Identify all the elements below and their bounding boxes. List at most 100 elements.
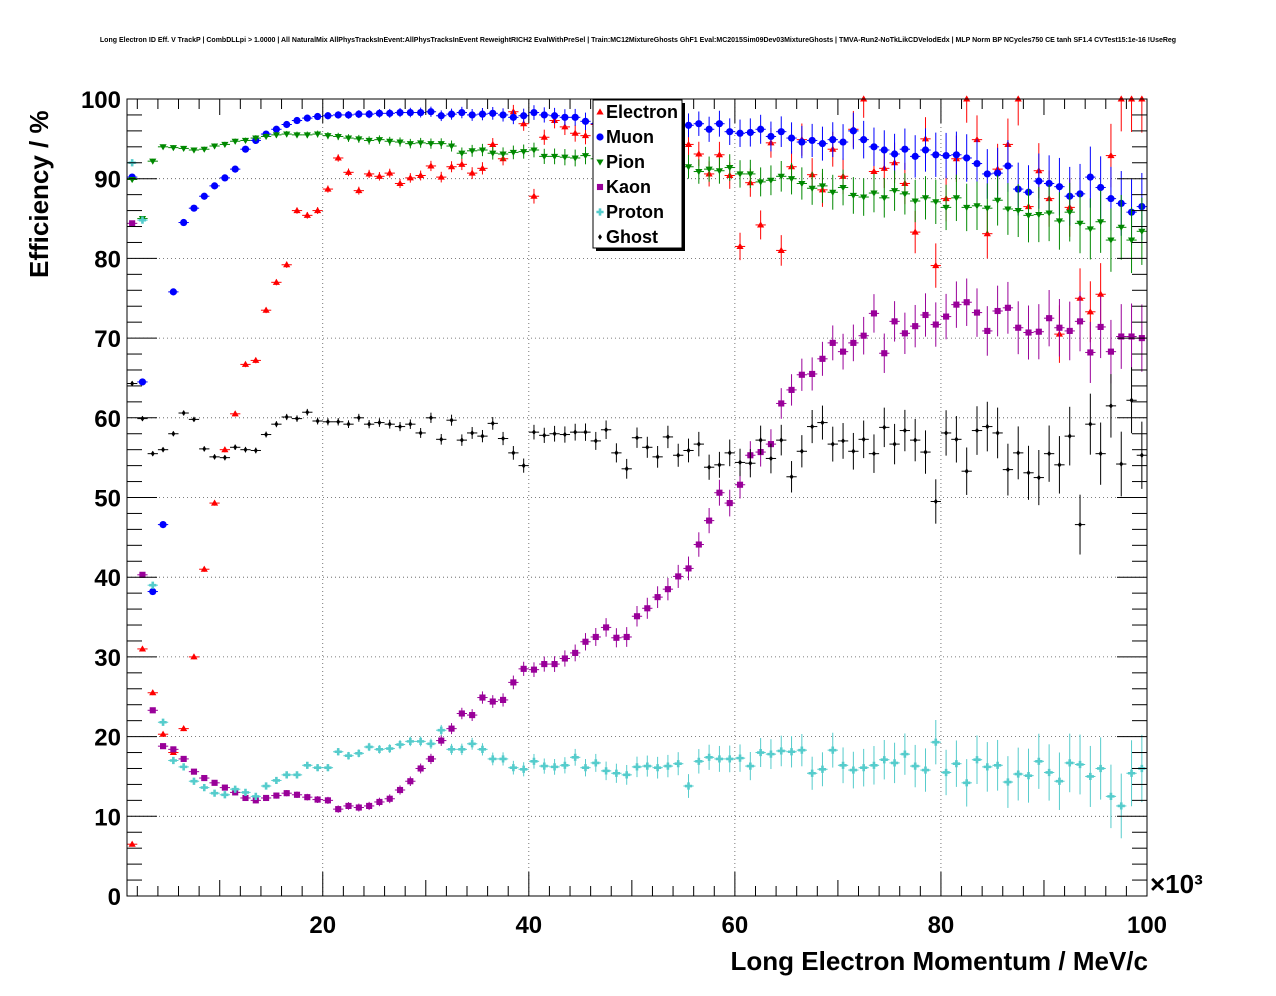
data-point-pion [314, 131, 322, 138]
data-point-pion [994, 197, 1002, 204]
data-point-proton [901, 750, 909, 758]
data-point-muon [963, 154, 971, 162]
data-point-muon [241, 145, 250, 153]
legend-label-muon: Muon [606, 127, 654, 147]
data-point-kaon [881, 350, 888, 357]
legend-marker-pion [596, 159, 604, 166]
y-tick-label: 10 [94, 804, 121, 831]
legend-marker-proton [596, 208, 604, 216]
data-point-ghost [1078, 521, 1083, 528]
y-tick-label: 70 [94, 326, 121, 353]
data-point-pion [509, 149, 517, 156]
data-point-muon [581, 117, 590, 125]
data-point-pion [695, 169, 703, 176]
data-point-ghost [985, 423, 990, 430]
legend-label-electron: Electron [606, 102, 678, 122]
data-point-ghost [315, 418, 320, 424]
y-tick-label: 20 [94, 725, 121, 752]
data-point-kaon [510, 679, 517, 686]
data-point-kaon [572, 649, 579, 656]
data-point-electron [283, 261, 291, 268]
data-point-pion [942, 204, 950, 211]
data-point-electron [447, 163, 456, 170]
data-point-ghost [944, 430, 949, 436]
data-point-ghost [727, 449, 732, 456]
data-point-pion [860, 194, 868, 201]
data-point-kaon [582, 638, 589, 645]
data-point-proton [169, 756, 177, 765]
data-point-pion [1055, 218, 1064, 225]
data-point-kaon [469, 712, 476, 719]
data-point-proton [983, 763, 991, 771]
data-point-pion [210, 143, 219, 150]
data-point-kaon [417, 765, 424, 772]
data-point-proton [561, 761, 569, 769]
data-point-electron [468, 169, 476, 176]
data-point-proton [612, 769, 620, 777]
legend-marker-kaon [596, 183, 604, 191]
data-point-electron [344, 168, 353, 175]
data-point-electron [324, 185, 332, 192]
data-point-kaon [798, 371, 805, 378]
data-point-electron [489, 140, 497, 147]
data-point-proton [210, 789, 219, 797]
data-point-ghost [274, 421, 279, 428]
data-point-proton [777, 747, 785, 755]
data-point-ghost [531, 429, 536, 436]
data-point-electron [437, 173, 445, 180]
data-point-ghost [140, 415, 145, 422]
data-point-proton [231, 785, 239, 793]
series-kaon [127, 220, 1147, 813]
series-ghost [127, 367, 1147, 555]
data-point-electron [540, 133, 548, 140]
data-point-electron [1014, 95, 1022, 102]
data-point-kaon [273, 792, 280, 799]
data-point-pion [963, 204, 971, 211]
data-point-pion [272, 132, 280, 139]
data-point-proton [787, 748, 796, 756]
data-point-ghost [284, 414, 289, 420]
data-point-pion [159, 144, 167, 151]
y-tick-label: 100 [81, 87, 121, 114]
data-point-ghost [789, 473, 794, 480]
data-point-proton [623, 771, 631, 779]
data-point-muon [406, 108, 414, 117]
data-point-proton [190, 777, 198, 785]
data-point-muon [200, 192, 208, 200]
data-point-muon [808, 136, 816, 145]
data-point-muon [149, 587, 157, 596]
data-point-pion [1024, 212, 1033, 219]
data-point-kaon [1015, 324, 1022, 331]
data-point-ghost [1088, 421, 1093, 428]
data-point-proton [849, 766, 857, 774]
data-point-proton [458, 745, 466, 753]
data-point-kaon [252, 797, 259, 804]
data-point-kaon [716, 489, 723, 496]
data-point-muon [860, 136, 868, 144]
data-point-muon [1055, 183, 1064, 191]
data-point-muon [272, 125, 280, 133]
data-point-proton [1107, 792, 1115, 800]
data-point-proton [860, 764, 868, 772]
data-point-pion [468, 148, 476, 155]
data-point-ghost [1108, 402, 1113, 409]
data-point-pion [973, 203, 981, 210]
data-point-ghost [975, 427, 979, 434]
data-point-electron [1107, 151, 1115, 159]
y-tick-label: 40 [94, 565, 121, 592]
data-point-electron [1086, 308, 1094, 315]
data-point-kaon [943, 313, 950, 320]
data-point-ghost [707, 464, 712, 471]
data-point-muon [1035, 177, 1043, 185]
data-point-kaon [1097, 323, 1104, 331]
data-point-muon [839, 138, 847, 146]
data-point-muon [324, 112, 332, 120]
data-point-kaon [675, 573, 682, 580]
data-point-proton [406, 737, 414, 745]
data-point-ghost [212, 453, 217, 460]
data-point-muon [952, 151, 960, 159]
data-point-pion [1086, 226, 1094, 233]
data-point-kaon [613, 634, 620, 641]
data-point-muon [520, 112, 528, 120]
data-point-proton [396, 740, 404, 749]
